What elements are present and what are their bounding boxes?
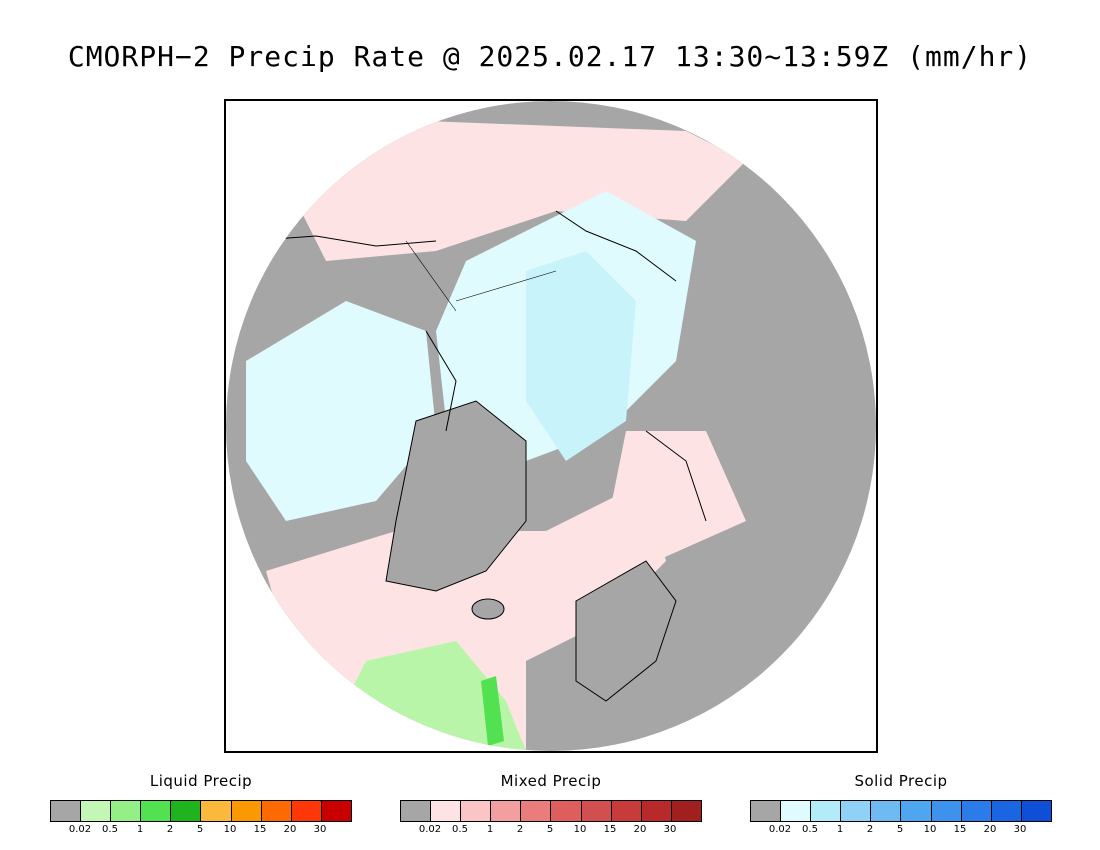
legend-swatch — [581, 801, 612, 821]
legend-tick-label: 30 — [313, 824, 327, 835]
legend-tick-label: 20 — [283, 824, 297, 835]
legend-swatch — [171, 801, 202, 821]
legend-swatch — [811, 801, 842, 821]
polar-map-canvas — [226, 101, 876, 751]
legend-tick-label: 1 — [486, 824, 494, 835]
legend-tick-label: 0.5 — [452, 824, 468, 835]
legend-tick-label: 15 — [953, 824, 967, 835]
legend-tick-label: 2 — [516, 824, 524, 835]
legend-tick-label: 15 — [253, 824, 267, 835]
latitude-meridian — [405, 240, 557, 312]
legend-tick-label: 1 — [136, 824, 144, 835]
liquid-precip-heavy-band — [481, 676, 504, 746]
legend-swatch — [291, 801, 322, 821]
legend-tick-label: 30 — [1013, 824, 1027, 835]
legend-swatch — [51, 801, 82, 821]
legend-tick-label: 1 — [836, 824, 844, 835]
legend-swatch — [841, 801, 872, 821]
legend-swatch — [521, 801, 552, 821]
iceland-land — [471, 598, 505, 620]
legend-swatch — [141, 801, 172, 821]
legend-title: Solid Precip — [854, 772, 948, 790]
legend-swatch — [491, 801, 522, 821]
legend-swatches — [750, 800, 1052, 822]
legend-tick-label: 5 — [896, 824, 904, 835]
legend-tick-label: 5 — [546, 824, 554, 835]
mixed-precip-north-pacific — [286, 121, 746, 261]
legend-tick-label: 0.02 — [68, 824, 92, 835]
legend-tick-label: 0.5 — [802, 824, 818, 835]
legend-swatch — [81, 801, 112, 821]
legend-swatch — [991, 801, 1022, 821]
legend-tick-label: 15 — [603, 824, 617, 835]
legend-swatch — [431, 801, 462, 821]
legend-swatch — [111, 801, 142, 821]
legend-swatches — [400, 800, 702, 822]
legend-ticks: 0.02 0.5 1 2 5 10 15 20 30 — [50, 824, 352, 838]
legend-tick-label: 20 — [633, 824, 647, 835]
legend-swatch — [931, 801, 962, 821]
legend-tick-label: 5 — [196, 824, 204, 835]
legend-title: Liquid Precip — [149, 772, 253, 790]
legend-liquid: Liquid Precip 0.02 0.5 1 2 5 10 15 20 30 — [50, 772, 352, 838]
legend-swatch — [641, 801, 672, 821]
scandinavia-land — [575, 560, 677, 702]
legend-swatch — [781, 801, 812, 821]
legend-solid: Solid Precip 0.02 0.5 1 2 5 10 15 20 30 — [750, 772, 1052, 838]
legend-swatch — [321, 801, 351, 821]
greenland-land — [385, 400, 527, 592]
legend-ticks: 0.02 0.5 1 2 5 10 15 20 30 — [400, 824, 702, 838]
legend-swatch — [231, 801, 262, 821]
legend-tick-label: 2 — [166, 824, 174, 835]
legend-tick-label: 0.5 — [102, 824, 118, 835]
legend-swatches — [50, 800, 352, 822]
mixed-precip-barents — [606, 431, 746, 561]
legend-tick-label: 0.02 — [418, 824, 442, 835]
legend-swatch — [871, 801, 902, 821]
legend-tick-label: 20 — [983, 824, 997, 835]
legend-tick-label: 10 — [223, 824, 237, 835]
coastline — [245, 210, 707, 522]
legend-tick-label: 10 — [923, 824, 937, 835]
legend-swatch — [461, 801, 492, 821]
polar-map — [224, 99, 878, 753]
legend-tick-label: 0.02 — [768, 824, 792, 835]
legend-swatch — [751, 801, 782, 821]
legend-tick-label: 30 — [663, 824, 677, 835]
legend-swatch — [901, 801, 932, 821]
legend-mixed: Mixed Precip 0.02 0.5 1 2 5 10 15 20 30 — [400, 772, 702, 838]
legend-swatch — [401, 801, 432, 821]
legend-swatch — [671, 801, 701, 821]
legend-swatch — [961, 801, 992, 821]
snow-central-arctic — [526, 251, 636, 461]
snow-canada — [246, 301, 436, 521]
legend-swatch — [1021, 801, 1051, 821]
legend-swatch — [611, 801, 642, 821]
legend-tick-label: 10 — [573, 824, 587, 835]
legend-tick-label: 2 — [866, 824, 874, 835]
legend-title: Mixed Precip — [500, 772, 602, 790]
legend-swatch — [261, 801, 292, 821]
map-title: CMORPH−2 Precip Rate @ 2025.02.17 13:30~… — [67, 40, 1033, 73]
legend-swatch — [551, 801, 582, 821]
legend-ticks: 0.02 0.5 1 2 5 10 15 20 30 — [750, 824, 1052, 838]
legend-swatch — [201, 801, 232, 821]
